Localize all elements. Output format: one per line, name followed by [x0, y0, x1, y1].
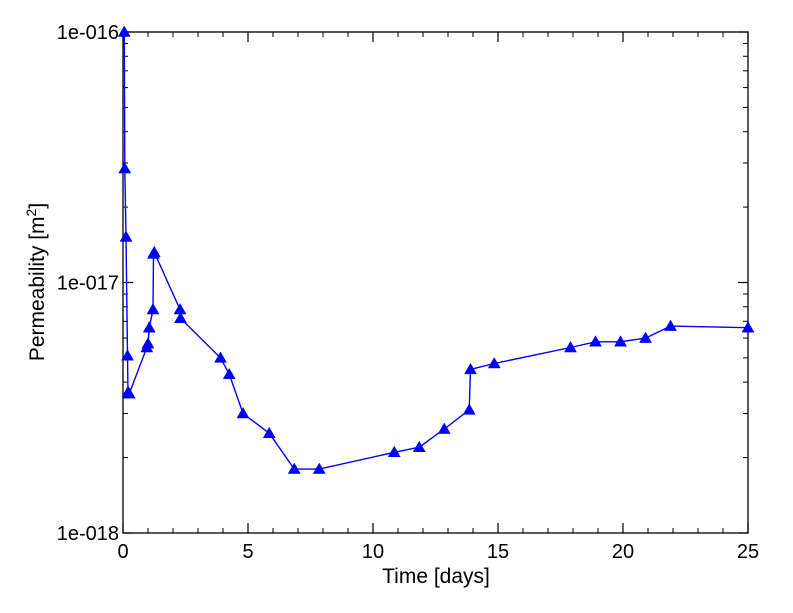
data-point-marker	[664, 319, 677, 331]
data-point-marker	[146, 303, 160, 315]
data-point-marker	[287, 462, 301, 474]
data-point-marker	[117, 25, 131, 37]
x-axis-title: Time [days]	[382, 565, 490, 588]
y-tick-label: 1e-016	[57, 22, 119, 44]
data-point-marker	[462, 403, 476, 415]
data-point-marker	[142, 321, 156, 333]
data-point-marker	[387, 445, 401, 458]
data-point-marker	[437, 422, 451, 434]
series-layer	[117, 25, 755, 474]
data-point-marker	[141, 337, 155, 349]
x-tick-label: 25	[737, 541, 759, 563]
data-point-marker	[262, 426, 276, 439]
x-tick-label: 15	[487, 541, 509, 563]
y-tick-labels: 1e-018 1e-017 1e-016	[57, 22, 119, 545]
data-point-marker	[119, 230, 133, 242]
x-tick-label: 20	[612, 541, 634, 563]
data-point-marker	[222, 367, 236, 380]
y-axis-title-main: Permeability [m	[26, 216, 49, 361]
y-tick-label: 1e-017	[57, 273, 119, 295]
data-point-marker	[118, 162, 132, 174]
y-axis-title: Permeability [m2]	[23, 203, 49, 361]
data-point-marker	[487, 356, 501, 369]
data-point-marker	[147, 245, 161, 258]
x-tick-label: 10	[362, 541, 384, 563]
plot-frame	[122, 31, 749, 534]
x-tick-labels: 0 5 10 15 20 25	[117, 541, 759, 563]
data-point-marker	[639, 331, 652, 343]
data-point-marker	[214, 351, 227, 363]
data-point-marker	[121, 349, 134, 361]
data-point-marker	[412, 440, 426, 452]
data-point-marker	[464, 362, 477, 375]
data-point-marker	[122, 387, 136, 399]
y-axis-title-superscript: 2	[23, 208, 39, 216]
data-point-marker	[614, 335, 627, 347]
x-tick-label: 0	[117, 541, 128, 563]
data-point-marker	[236, 406, 250, 419]
y-tick-label: 1e-018	[57, 523, 119, 545]
y-axis-title-suffix: ]	[26, 203, 49, 209]
series-line	[123, 31, 749, 470]
data-point-marker	[174, 311, 187, 323]
data-point-marker	[741, 321, 755, 333]
data-point-marker	[589, 335, 602, 347]
data-point-marker	[312, 462, 326, 474]
x-tick-label: 5	[242, 541, 253, 563]
data-point-marker	[564, 341, 577, 353]
